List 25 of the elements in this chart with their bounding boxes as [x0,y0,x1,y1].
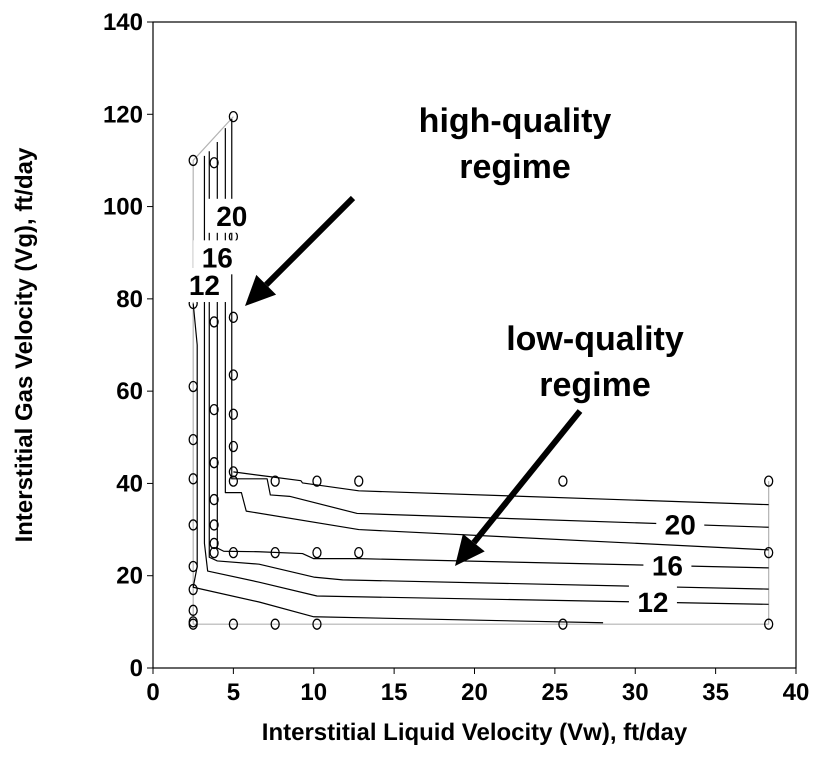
x-tick-label: 20 [461,679,488,706]
y-tick-label: 80 [116,286,143,313]
y-axis-title: Interstitial Gas Velocity (Vg), ft/day [11,146,38,542]
annotation: high-quality regime [418,102,612,186]
annotation: 12 [637,587,669,618]
x-tick-label: 25 [542,679,568,706]
y-tick-label: 40 [116,470,143,498]
x-tick-label: 30 [622,679,649,706]
y-tick-label: 20 [116,562,143,590]
y-tick-label: 60 [116,378,143,406]
x-axis-title: Interstitial Liquid Velocity (Vw), ft/day [262,719,688,746]
x-tick-label: 35 [702,679,729,706]
y-tick-label: 100 [102,194,143,221]
annotation: 16 [652,550,683,582]
x-tick-label: 40 [782,679,810,706]
x-tick-label: 10 [300,679,328,706]
annotation: 20 [216,200,248,232]
annotation: 20 [664,509,696,540]
x-tick-label: 0 [146,679,160,706]
y-tick-label: 120 [102,101,143,128]
x-tick-label: 5 [226,679,240,706]
y-tick-label: 140 [102,9,143,36]
y-tick-label: 0 [130,655,143,682]
x-tick-label: 15 [380,679,408,706]
annotation: low-quality regime [506,320,684,404]
